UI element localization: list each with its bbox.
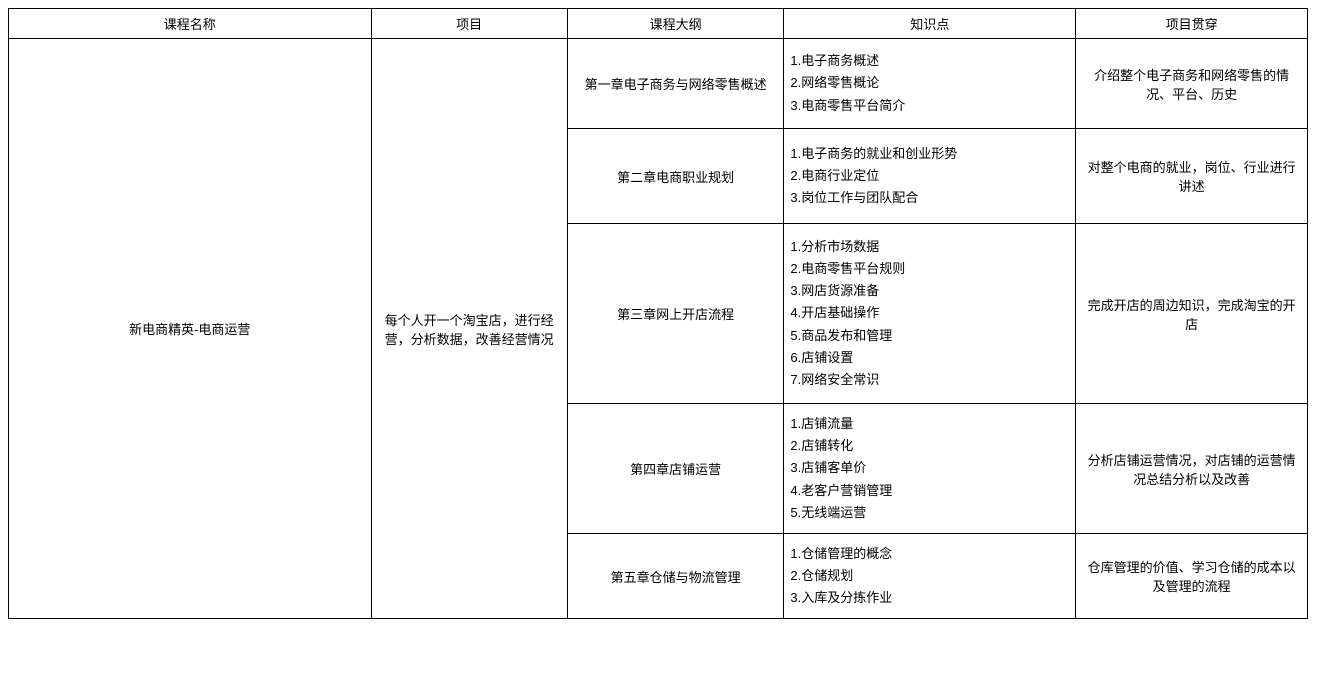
knowledge-cell: 1.电子商务概述2.网络零售概论3.电商零售平台简介 (784, 39, 1076, 129)
thread-cell: 分析店铺运营情况，对店铺的运营情况总结分析以及改善 (1076, 404, 1308, 534)
outline-cell: 第三章网上开店流程 (567, 224, 784, 404)
thread-cell: 完成开店的周边知识，完成淘宝的开店 (1076, 224, 1308, 404)
header-thread: 项目贯穿 (1076, 9, 1308, 39)
knowledge-cell: 1.仓储管理的概念2.仓储规划3.入库及分拣作业 (784, 534, 1076, 619)
project-cell: 每个人开一个淘宝店，进行经营，分析数据，改善经营情况 (371, 39, 567, 619)
course-table: 课程名称 项目 课程大纲 知识点 项目贯穿 新电商精英-电商运营 每个人开一个淘… (8, 8, 1308, 619)
thread-cell: 对整个电商的就业，岗位、行业进行讲述 (1076, 129, 1308, 224)
header-row: 课程名称 项目 课程大纲 知识点 项目贯穿 (9, 9, 1308, 39)
header-course-name: 课程名称 (9, 9, 372, 39)
course-name-cell: 新电商精英-电商运营 (9, 39, 372, 619)
header-outline: 课程大纲 (567, 9, 784, 39)
thread-cell: 仓库管理的价值、学习仓储的成本以及管理的流程 (1076, 534, 1308, 619)
knowledge-cell: 1.店铺流量2.店铺转化3.店铺客单价4.老客户营销管理5.无线端运营 (784, 404, 1076, 534)
knowledge-cell: 1.分析市场数据2.电商零售平台规则3.网店货源准备4.开店基础操作5.商品发布… (784, 224, 1076, 404)
thread-cell: 介绍整个电子商务和网络零售的情况、平台、历史 (1076, 39, 1308, 129)
outline-cell: 第二章电商职业规划 (567, 129, 784, 224)
outline-cell: 第四章店铺运营 (567, 404, 784, 534)
outline-cell: 第一章电子商务与网络零售概述 (567, 39, 784, 129)
outline-cell: 第五章仓储与物流管理 (567, 534, 784, 619)
table-row: 新电商精英-电商运营 每个人开一个淘宝店，进行经营，分析数据，改善经营情况 第一… (9, 39, 1308, 129)
knowledge-cell: 1.电子商务的就业和创业形势2.电商行业定位3.岗位工作与团队配合 (784, 129, 1076, 224)
header-knowledge: 知识点 (784, 9, 1076, 39)
header-project: 项目 (371, 9, 567, 39)
